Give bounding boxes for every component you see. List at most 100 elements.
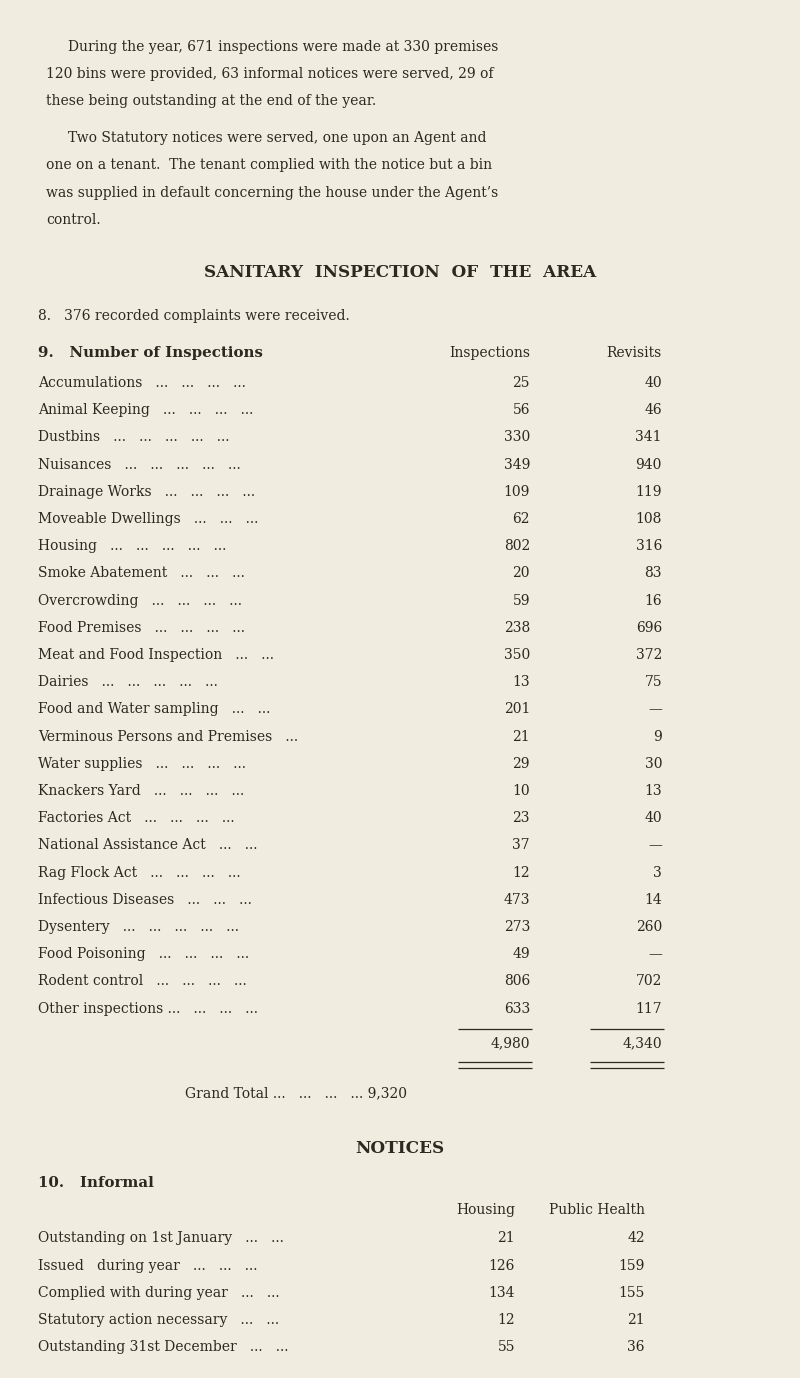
Text: 372: 372 <box>636 648 662 661</box>
Text: Rag Flock Act   ...   ...   ...   ...: Rag Flock Act ... ... ... ... <box>38 865 241 879</box>
Text: 10: 10 <box>512 784 530 798</box>
Text: 4,980: 4,980 <box>490 1036 530 1050</box>
Text: 134: 134 <box>489 1286 515 1299</box>
Text: 12: 12 <box>512 865 530 879</box>
Text: 37: 37 <box>512 838 530 853</box>
Text: Dysentery   ...   ...   ...   ...   ...: Dysentery ... ... ... ... ... <box>38 921 239 934</box>
Text: 14: 14 <box>644 893 662 907</box>
Text: 62: 62 <box>513 511 530 526</box>
Text: 9: 9 <box>654 729 662 744</box>
Text: Public Health: Public Health <box>549 1203 645 1217</box>
Text: Knackers Yard   ...   ...   ...   ...: Knackers Yard ... ... ... ... <box>38 784 244 798</box>
Text: Smoke Abatement   ...   ...   ...: Smoke Abatement ... ... ... <box>38 566 245 580</box>
Text: Dairies   ...   ...   ...   ...   ...: Dairies ... ... ... ... ... <box>38 675 218 689</box>
Text: 330: 330 <box>504 430 530 444</box>
Text: —: — <box>648 703 662 717</box>
Text: 46: 46 <box>644 404 662 418</box>
Text: 49: 49 <box>512 947 530 960</box>
Text: Outstanding 31st December   ...   ...: Outstanding 31st December ... ... <box>38 1341 289 1355</box>
Text: 13: 13 <box>512 675 530 689</box>
Text: Water supplies   ...   ...   ...   ...: Water supplies ... ... ... ... <box>38 757 246 770</box>
Text: control.: control. <box>46 212 101 227</box>
Text: 3: 3 <box>654 865 662 879</box>
Text: Food Premises   ...   ...   ...   ...: Food Premises ... ... ... ... <box>38 620 245 635</box>
Text: 12: 12 <box>498 1313 515 1327</box>
Text: 108: 108 <box>636 511 662 526</box>
Text: —: — <box>648 947 662 960</box>
Text: 696: 696 <box>636 620 662 635</box>
Text: Dustbins   ...   ...   ...   ...   ...: Dustbins ... ... ... ... ... <box>38 430 230 444</box>
Text: 40: 40 <box>644 812 662 825</box>
Text: 29: 29 <box>513 757 530 770</box>
Text: National Assistance Act   ...   ...: National Assistance Act ... ... <box>38 838 258 853</box>
Text: 4,340: 4,340 <box>622 1036 662 1050</box>
Text: Housing: Housing <box>456 1203 515 1217</box>
Text: Meat and Food Inspection   ...   ...: Meat and Food Inspection ... ... <box>38 648 274 661</box>
Text: 159: 159 <box>618 1258 645 1272</box>
Text: was supplied in default concerning the house under the Agent’s: was supplied in default concerning the h… <box>46 186 498 200</box>
Text: SANITARY  INSPECTION  OF  THE  AREA: SANITARY INSPECTION OF THE AREA <box>204 265 596 281</box>
Text: 109: 109 <box>504 485 530 499</box>
Text: 806: 806 <box>504 974 530 988</box>
Text: 10.   Informal: 10. Informal <box>38 1175 154 1189</box>
Text: Factories Act   ...   ...   ...   ...: Factories Act ... ... ... ... <box>38 812 234 825</box>
Text: 9.   Number of Inspections: 9. Number of Inspections <box>38 346 263 360</box>
Text: Drainage Works   ...   ...   ...   ...: Drainage Works ... ... ... ... <box>38 485 255 499</box>
Text: 20: 20 <box>513 566 530 580</box>
Text: Outstanding on 1st January   ...   ...: Outstanding on 1st January ... ... <box>38 1232 284 1246</box>
Text: Housing   ...   ...   ...   ...   ...: Housing ... ... ... ... ... <box>38 539 226 553</box>
Text: Food and Water sampling   ...   ...: Food and Water sampling ... ... <box>38 703 270 717</box>
Text: 40: 40 <box>644 376 662 390</box>
Text: Grand Total ...   ...   ...   ... 9,320: Grand Total ... ... ... ... 9,320 <box>185 1086 407 1100</box>
Text: 21: 21 <box>512 729 530 744</box>
Text: Inspections: Inspections <box>449 346 530 360</box>
Text: 802: 802 <box>504 539 530 553</box>
Text: Food Poisoning   ...   ...   ...   ...: Food Poisoning ... ... ... ... <box>38 947 249 960</box>
Text: 349: 349 <box>504 457 530 471</box>
Text: 30: 30 <box>645 757 662 770</box>
Text: Overcrowding   ...   ...   ...   ...: Overcrowding ... ... ... ... <box>38 594 242 608</box>
Text: 16: 16 <box>644 594 662 608</box>
Text: NOTICES: NOTICES <box>355 1140 445 1158</box>
Text: 273: 273 <box>504 921 530 934</box>
Text: 155: 155 <box>618 1286 645 1299</box>
Text: Two Statutory notices were served, one upon an Agent and: Two Statutory notices were served, one u… <box>68 131 486 145</box>
Text: Rodent control   ...   ...   ...   ...: Rodent control ... ... ... ... <box>38 974 246 988</box>
Text: 55: 55 <box>498 1341 515 1355</box>
Text: Statutory action necessary   ...   ...: Statutory action necessary ... ... <box>38 1313 279 1327</box>
Text: one on a tenant.  The tenant complied with the notice but a bin: one on a tenant. The tenant complied wit… <box>46 158 492 172</box>
Text: 117: 117 <box>635 1002 662 1016</box>
Text: 341: 341 <box>635 430 662 444</box>
Text: Animal Keeping   ...   ...   ...   ...: Animal Keeping ... ... ... ... <box>38 404 254 418</box>
Text: 702: 702 <box>636 974 662 988</box>
Text: 83: 83 <box>645 566 662 580</box>
Text: 13: 13 <box>644 784 662 798</box>
Text: 75: 75 <box>644 675 662 689</box>
Text: 119: 119 <box>635 485 662 499</box>
Text: Complied with during year   ...   ...: Complied with during year ... ... <box>38 1286 280 1299</box>
Text: Revisits: Revisits <box>606 346 662 360</box>
Text: Issued   during year   ...   ...   ...: Issued during year ... ... ... <box>38 1258 258 1272</box>
Text: 350: 350 <box>504 648 530 661</box>
Text: —: — <box>648 838 662 853</box>
Text: Moveable Dwellings   ...   ...   ...: Moveable Dwellings ... ... ... <box>38 511 258 526</box>
Text: 120 bins were provided, 63 informal notices were served, 29 of: 120 bins were provided, 63 informal noti… <box>46 68 494 81</box>
Text: these being outstanding at the end of the year.: these being outstanding at the end of th… <box>46 95 376 109</box>
Text: 59: 59 <box>513 594 530 608</box>
Text: 23: 23 <box>513 812 530 825</box>
Text: 201: 201 <box>504 703 530 717</box>
Text: 260: 260 <box>636 921 662 934</box>
Text: Verminous Persons and Premises   ...: Verminous Persons and Premises ... <box>38 729 298 744</box>
Text: 42: 42 <box>627 1232 645 1246</box>
Text: 633: 633 <box>504 1002 530 1016</box>
Text: 36: 36 <box>627 1341 645 1355</box>
Text: 238: 238 <box>504 620 530 635</box>
Text: 316: 316 <box>636 539 662 553</box>
Text: 21: 21 <box>627 1313 645 1327</box>
Text: During the year, 671 inspections were made at 330 premises: During the year, 671 inspections were ma… <box>68 40 498 54</box>
Text: 126: 126 <box>489 1258 515 1272</box>
Text: 25: 25 <box>513 376 530 390</box>
Text: 940: 940 <box>636 457 662 471</box>
Text: 473: 473 <box>503 893 530 907</box>
Text: 21: 21 <box>498 1232 515 1246</box>
